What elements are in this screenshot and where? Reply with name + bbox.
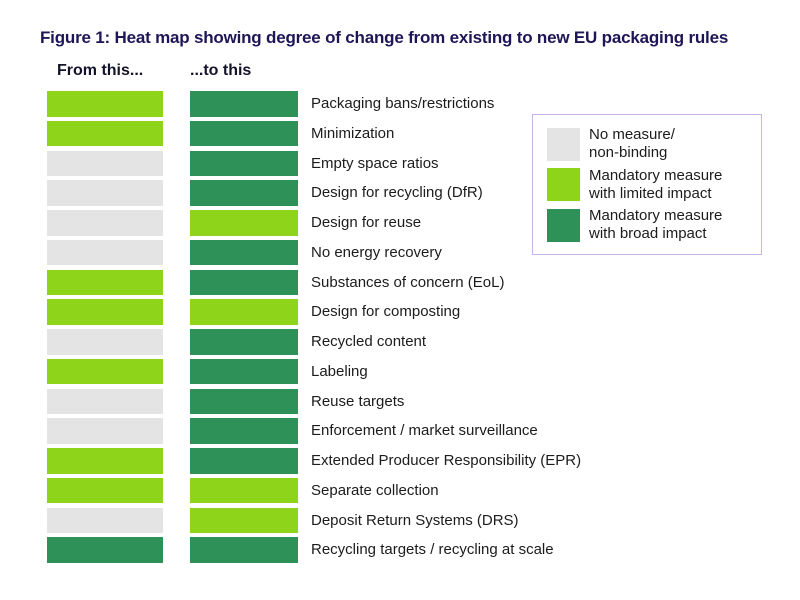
table-row: Recycling targets / recycling at scale (47, 537, 581, 567)
from-cell (47, 150, 163, 176)
legend-label: No measure/non-binding (589, 126, 675, 161)
to-cell (190, 150, 298, 176)
from-cell (47, 537, 163, 563)
table-row: Packaging bans/restrictions (47, 91, 581, 121)
to-cell (190, 299, 298, 325)
to-cell (190, 329, 298, 355)
column-header-from: From this... (57, 62, 144, 79)
row-label: Recycling targets / recycling at scale (311, 541, 554, 559)
from-cell (47, 239, 163, 266)
table-row: Design for composting (47, 299, 581, 329)
from-cell (47, 477, 163, 504)
from-cell (47, 180, 163, 206)
table-row: Recycled content (47, 329, 581, 359)
row-label: Reuse targets (311, 392, 405, 410)
to-cell (190, 477, 298, 504)
row-label: Minimization (311, 124, 395, 142)
legend: No measure/non-binding Mandatory measure w… (532, 114, 762, 255)
heatmap-rows: Packaging bans/restrictions Minimization E… (47, 91, 581, 567)
to-cell (190, 269, 298, 295)
to-cell (190, 537, 298, 563)
table-row: Labeling (47, 358, 581, 389)
table-row: Reuse targets (47, 388, 581, 419)
legend-item: Mandatory measure with broad impact (547, 207, 747, 243)
to-cell (190, 418, 298, 444)
table-row: Enforcement / market surveillance (47, 418, 581, 448)
table-row: Separate collection (47, 477, 581, 508)
row-label: Empty space ratios (311, 154, 439, 172)
row-label: Design for composting (311, 303, 461, 321)
row-label: Enforcement / market surveillance (311, 422, 538, 440)
to-cell (190, 448, 298, 474)
table-row: Substances of concern (EoL) (47, 269, 581, 300)
legend-swatch-none (547, 127, 580, 161)
to-cell (190, 239, 298, 266)
row-label: Packaging bans/restrictions (311, 95, 495, 112)
to-cell (190, 180, 298, 206)
legend-swatch-broad (547, 208, 580, 242)
from-cell (47, 91, 163, 117)
from-cell (47, 448, 163, 474)
from-cell (47, 507, 163, 533)
column-header-to: ...to this (190, 62, 252, 79)
legend-label: Mandatory measure with limited impact (589, 166, 723, 202)
from-cell (47, 299, 163, 325)
table-row: Design for recycling (DfR) (47, 180, 581, 210)
legend-item: No measure/non-binding (547, 126, 747, 162)
table-row: Empty space ratios (47, 150, 581, 181)
row-label: Design for reuse (311, 214, 422, 231)
from-cell (47, 358, 163, 385)
row-label: Design for recycling (DfR) (311, 184, 483, 202)
to-cell (190, 120, 298, 147)
row-label: Labeling (311, 362, 368, 380)
row-label: No energy recovery (311, 243, 442, 261)
from-cell (47, 418, 163, 444)
row-label: Extended Producer Responsibility (EPR) (311, 452, 582, 469)
row-label: Separate collection (311, 481, 439, 499)
from-cell (47, 210, 163, 236)
row-label: Substances of concern (EoL) (311, 273, 505, 291)
from-cell (47, 388, 163, 414)
table-row: Extended Producer Responsibility (EPR) (47, 448, 581, 478)
table-row: Design for reuse (47, 210, 581, 240)
row-label: Recycled content (311, 333, 427, 350)
table-row: Minimization (47, 120, 581, 151)
from-cell (47, 329, 163, 355)
row-label: Deposit Return Systems (DRS) (311, 511, 519, 529)
to-cell (190, 507, 298, 533)
to-cell (190, 91, 298, 117)
legend-swatch-limited (547, 168, 580, 201)
legend-label: Mandatory measure with broad impact (589, 207, 723, 242)
to-cell (190, 388, 298, 414)
legend-item: Mandatory measure with limited impact (547, 167, 747, 203)
from-cell (47, 269, 163, 295)
to-cell (190, 358, 298, 385)
table-row: Deposit Return Systems (DRS) (47, 507, 581, 538)
to-cell (190, 210, 298, 236)
figure-title: Figure 1: Heat map showing degree of cha… (40, 28, 729, 47)
from-cell (47, 120, 163, 147)
table-row: No energy recovery (47, 239, 581, 270)
